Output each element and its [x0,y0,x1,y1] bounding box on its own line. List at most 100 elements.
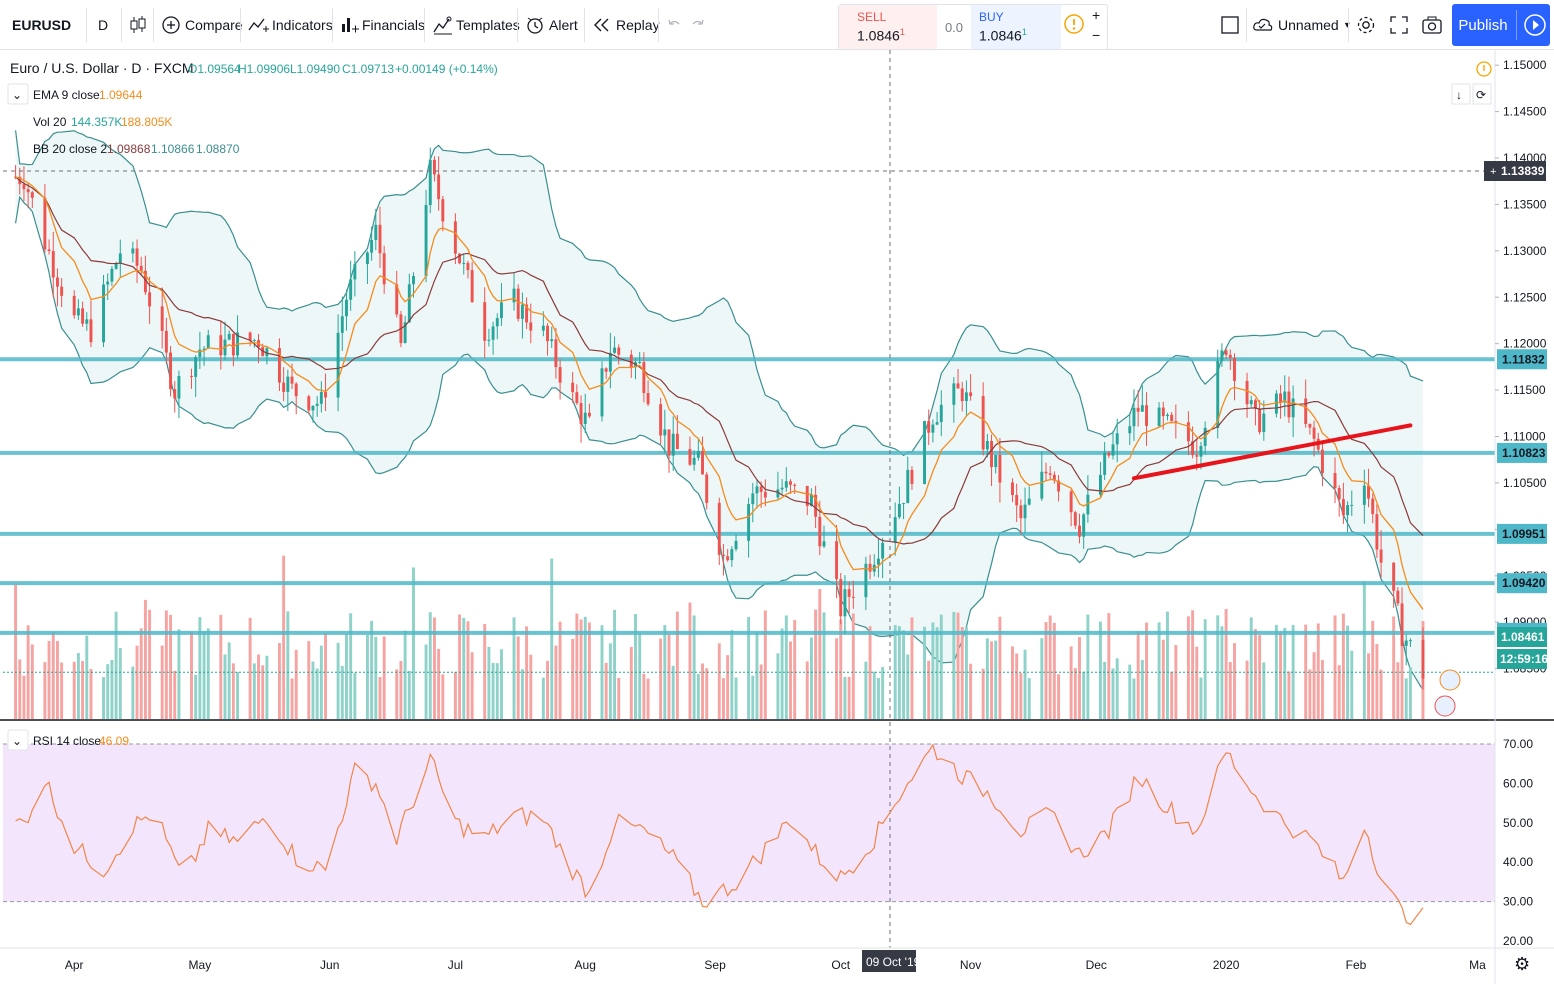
candle-body [148,292,152,307]
candle-body [265,348,269,357]
divider [424,8,425,42]
volume-bar [956,612,960,719]
candle-body [1408,640,1412,642]
layout-name-button[interactable]: Unnamed ▾ [1252,0,1350,50]
volume-bar [667,634,671,719]
volume-bar [843,676,847,719]
event-badge-icon[interactable] [1439,669,1461,691]
compare-button[interactable]: Compare [161,0,243,50]
candle-body [110,268,114,282]
time-axis[interactable]: Apr May Jun Jul Aug Sep Oct Nov Dec 2020 Feb Ma [65,958,1486,972]
volume-bar [1057,674,1061,719]
candle-body [1400,603,1404,646]
symbol-search[interactable]: EURUSD [12,0,71,50]
indicators-button[interactable]: Indicators [248,0,333,50]
chevron-down-icon: ⌄ [12,734,22,748]
volume-bar [659,638,663,719]
time-tick-label: Apr [65,958,84,972]
time-tick-label: Oct [831,958,850,972]
axis-settings-icon[interactable]: ⚙ [1514,954,1530,974]
info-icon[interactable] [1476,61,1492,77]
candle-body [315,403,319,406]
candle-body [780,487,784,490]
candle-body [319,391,323,404]
volume-bar [847,676,851,719]
rsi-axis[interactable]: 70.00 60.00 50.00 40.00 30.00 20.00 [1503,737,1533,948]
settings-button[interactable] [1355,0,1377,50]
candle-body [1107,452,1111,456]
volume-bar [571,638,575,719]
candle-body [1337,487,1341,500]
buy-label: BUY [979,10,1004,24]
candle-body [923,421,926,484]
buy-button[interactable]: BUY 1.08461 [971,5,1061,49]
price-tick-label: 1.11500 [1503,383,1546,397]
volume-bar [403,630,407,719]
candle-body [424,205,428,277]
volume-bar [72,661,76,719]
candle-body [47,249,51,252]
chart-type-button[interactable] [129,0,147,50]
candle-body [1216,360,1220,428]
volume-bar [931,622,935,719]
volume-bar [734,677,738,719]
candle-body [311,405,315,411]
collapse-rsi-button[interactable] [7,729,29,751]
volume-bar [248,617,252,719]
collapse-legend-button[interactable] [7,83,29,105]
alert-button[interactable]: Alert [525,0,578,50]
alert-label: Alert [549,17,578,33]
scroll-down-button[interactable] [1451,83,1471,105]
chart-canvas[interactable]: 1.150001.145001.140001.135001.130001.125… [0,50,1554,984]
candle-body [541,325,545,331]
candle-body [784,481,788,488]
volume-bar [910,617,914,719]
play-icon[interactable] [1523,13,1547,42]
volume-bar [290,678,294,719]
fullscreen-button[interactable] [1389,0,1409,50]
candle-body [692,457,696,465]
volume-bar [1040,638,1044,719]
info-icon[interactable] [1063,13,1085,40]
trendline[interactable] [1131,423,1413,481]
volume-bar [1220,626,1224,719]
volume-bar [839,619,843,719]
financials-button[interactable]: Financials [340,0,425,50]
candle-body [525,304,529,323]
candle-body [1057,480,1061,492]
publish-button[interactable]: Publish [1452,4,1550,46]
volume-bar [1279,632,1283,719]
candle-body [1023,504,1027,519]
candle-body [931,424,935,433]
volume-bar [491,662,495,719]
redo-button[interactable] [689,0,707,50]
snapshot-button[interactable] [1421,0,1443,50]
divider [584,8,585,42]
buy-price: 1.08461 [979,27,1027,44]
volume-bar [202,631,206,719]
minus-icon[interactable]: − [1092,27,1101,43]
volume-bar [407,670,411,719]
candle-body [843,589,847,617]
templates-button[interactable]: Templates [432,0,520,50]
volume-bar [634,614,637,719]
volume-bar [382,636,386,719]
time-tick-label: Jun [320,958,339,972]
candle-body [1392,562,1396,591]
volume-bar [583,616,587,719]
volume-bar [990,641,994,719]
legend-change: +0.00149 (+0.14%) [395,62,498,76]
candle-body [487,339,491,341]
event-badge-icon[interactable] [1434,695,1456,717]
sell-button[interactable]: SELL 1.08461 [839,5,937,49]
candle-body [1044,471,1048,474]
undo-button[interactable] [665,0,683,50]
candle-body [1073,512,1077,526]
replay-button[interactable]: Replay [592,0,660,50]
plus-icon[interactable]: + [1092,7,1101,23]
layout-toggle[interactable] [1220,0,1240,50]
interval-button[interactable]: D [98,0,108,50]
volume-bar [550,558,554,719]
refresh-scale-button[interactable] [1472,83,1492,105]
volume-bar [345,633,348,719]
